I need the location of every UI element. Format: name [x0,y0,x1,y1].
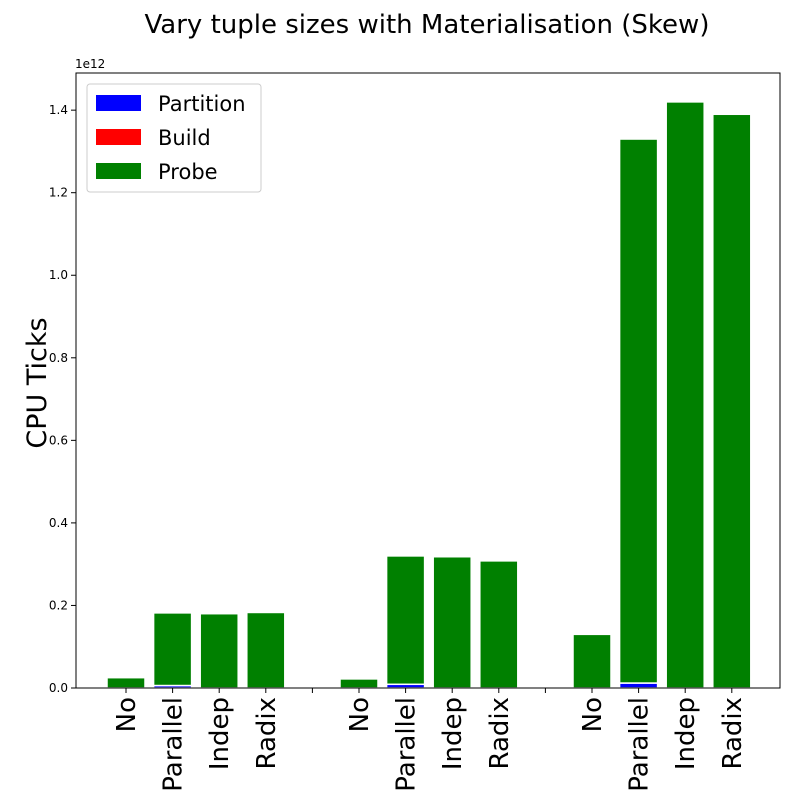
x-ticks: No Parallel Indep Radix No Parallel Indep Radix… [112,688,748,792]
y-tick-label: 1.4 [49,103,68,117]
y-tick-label: 0.2 [49,598,68,612]
y-scale-offset: 1e12 [75,57,105,71]
y-tick-label: 0.8 [49,351,68,365]
x-tick-label: Radix [485,697,515,770]
y-axis-label: CPU Ticks [22,317,53,448]
x-tick-label: Indep [438,697,468,770]
x-tick-label: No [345,697,375,732]
bar-probe-8 [479,560,519,689]
bar-probe-10 [618,138,659,684]
bar-probe-1 [106,676,146,689]
x-tick-label: No [112,697,142,732]
legend-label-build: Build [158,126,211,150]
bar-probe-9 [572,633,612,689]
x-tick-label: Parallel [392,697,422,792]
legend-swatch-partition [96,95,141,111]
legend-label-partition: Partition [158,92,246,116]
x-tick-label: Indep [671,697,701,770]
chart-title: Vary tuple sizes with Materialisation (S… [145,10,710,40]
x-tick-label: Indep [205,697,235,770]
legend-label-probe: Probe [158,160,218,184]
bars [106,101,752,689]
x-tick-label: Parallel [159,697,189,792]
y-tick-label: 1.0 [49,268,68,282]
bar-probe-6 [385,555,426,686]
y-tick-label: 0.0 [49,681,68,695]
y-tick-label: 1.2 [49,186,68,200]
y-tick-label: 0.4 [49,516,68,530]
x-tick-label: No [578,697,608,732]
bar-probe-5 [339,678,379,689]
legend: Partition Build Probe [86,83,262,193]
plot-frame [75,72,781,689]
bar-probe-7 [432,555,472,689]
bar-probe-12 [712,113,752,689]
bar-probe-4 [246,611,286,689]
y-ticks: 0.0 0.2 0.4 0.6 0.8 1.0 1.2 1.4 [49,103,76,695]
bar-probe-3 [199,612,239,689]
bar-probe-11 [665,101,705,689]
x-tick-label: Parallel [625,697,655,792]
y-tick-label: 0.6 [49,433,68,447]
x-tick-label: Radix [252,697,282,770]
bar-probe-2 [152,612,193,687]
x-tick-label: Radix [718,697,748,770]
legend-swatch-build [96,129,141,145]
legend-swatch-probe [96,163,141,179]
